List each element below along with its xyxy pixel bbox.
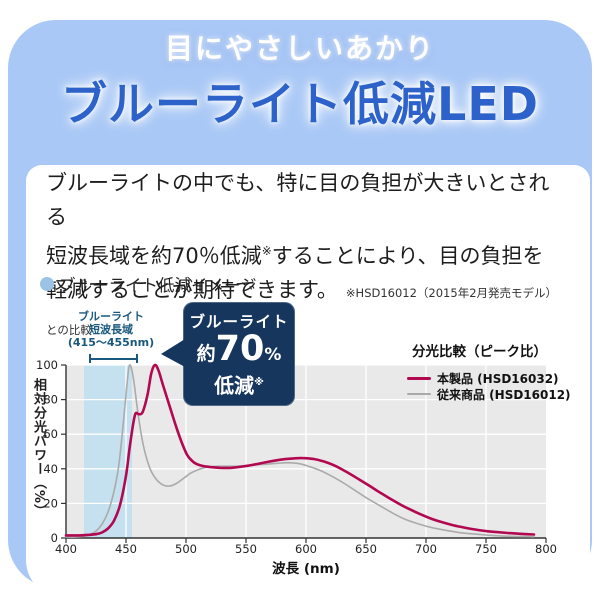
x-tick-label: 600 — [295, 542, 317, 556]
band-bracket — [89, 354, 138, 363]
x-tick-label: 450 — [115, 542, 137, 556]
y-tick-label: 80 — [43, 393, 58, 407]
x-axis-title: 波長 (nm) — [272, 561, 340, 577]
x-tick-label: 800 — [535, 542, 557, 556]
comparison-footnote: ※HSD16012（2015年2月発売モデル）との比較 — [46, 286, 558, 337]
y-tick-label: 0 — [51, 531, 58, 545]
body-line-3: 軽減することが期待できます。 ※HSD16012（2015年2月発売モデル）との比… — [46, 278, 558, 337]
chart-title: 分光比較（ピーク比） — [412, 344, 547, 360]
chart-legend: 本製品 (HSD16032) 従来商品 (HSD16012) — [407, 370, 571, 402]
section-heading: ブルーライト低減イメージ — [40, 272, 257, 296]
note-mark: ※ — [261, 244, 272, 258]
legend-line-gray-icon — [407, 393, 431, 395]
y-tick-label: 20 — [43, 496, 58, 510]
y-tick-label: 60 — [43, 427, 58, 441]
series-line-product — [64, 363, 536, 537]
section-heading-label: ブルーライト低減イメージ — [59, 276, 257, 295]
y-tick-label: 40 — [43, 462, 58, 476]
body-paragraph: ブルーライトの中でも、特に目の負担が大きいとされる 短波長域を約70％低減※する… — [46, 166, 566, 347]
x-tick-label: 500 — [175, 542, 197, 556]
x-tick-label: 650 — [355, 542, 377, 556]
reduction-callout: ブルーライト 約70% 低減※ — [161, 302, 295, 406]
y-axis-title: 相対分光パワー（%） — [31, 378, 46, 519]
plot-canvas: 400 450 500 550 600 650 700 750 800 0 20 40 60 80 100 — [36, 358, 557, 556]
header-title: ブルーライト低減LED — [61, 77, 539, 131]
band-label: ブルーライト 短波長域 (415～455nm) — [67, 310, 155, 349]
spectral-comparison-chart: 400 450 500 550 600 650 700 750 800 0 20 40 60 80 100 … — [0, 300, 600, 590]
x-tick-label: 750 — [475, 542, 497, 556]
body-line-1: ブルーライトの中でも、特に目の負担が大きいとされる — [46, 171, 550, 229]
y-tick-label: 100 — [36, 358, 58, 372]
callout-tail-icon — [161, 339, 185, 367]
x-tick-label: 400 — [55, 542, 77, 556]
blue-light-band — [84, 365, 132, 538]
reduction-value: 70 — [215, 329, 265, 369]
x-tick-label: 700 — [415, 542, 437, 556]
body-line-2: 短波長域を約70％低減※することにより、目の負担を — [46, 244, 544, 268]
header-subtitle: 目にやさしいあかり — [164, 32, 435, 65]
legend-line-red-icon — [407, 376, 431, 380]
series-line-previous — [65, 364, 535, 538]
legend-item-previous: 従来商品 (HSD16012) — [407, 386, 571, 402]
bullet-icon — [40, 277, 54, 291]
legend-item-product: 本製品 (HSD16032) — [407, 370, 571, 386]
x-tick-label: 550 — [235, 542, 257, 556]
